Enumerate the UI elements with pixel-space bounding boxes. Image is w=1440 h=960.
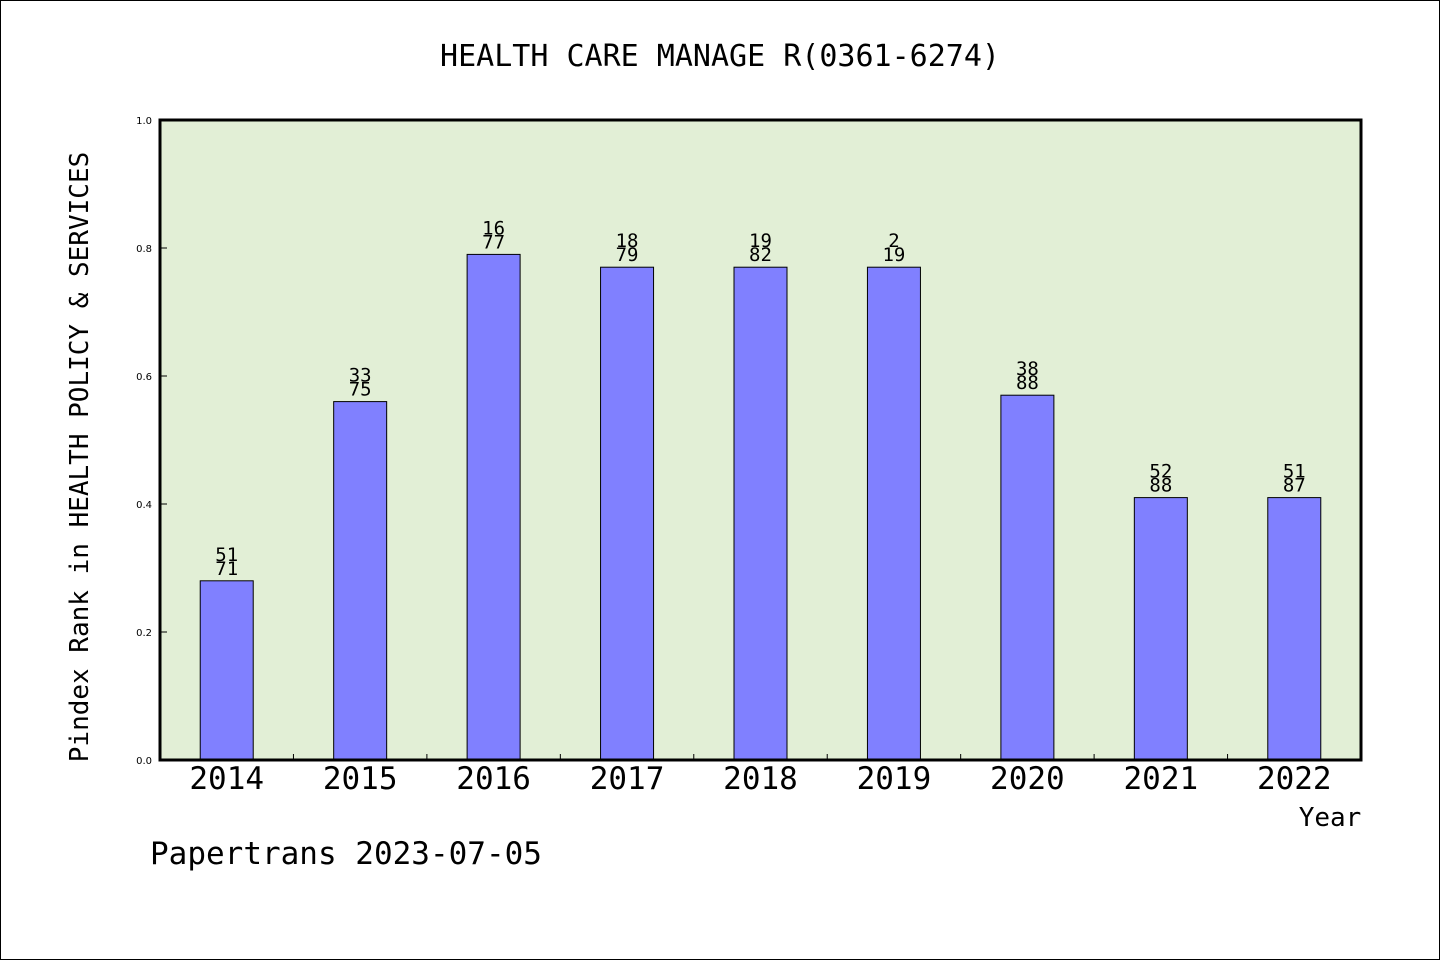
bar-label-bottom: 82 [749, 244, 772, 266]
bar-label-top: 38 [1016, 358, 1039, 380]
bar-label-bottom: 87 [1283, 475, 1306, 497]
bar-label-top: 52 [1149, 461, 1172, 483]
bar-2022 [1267, 497, 1322, 761]
bar-2021 [1133, 497, 1188, 761]
x-axis-label: Year [1299, 803, 1362, 833]
bar-label-bottom: 71 [215, 558, 238, 580]
bar-2020 [1000, 394, 1055, 761]
bar-2018 [733, 266, 788, 761]
bar-label-top: 16 [482, 217, 505, 239]
bar-label-bottom: 88 [1016, 372, 1039, 394]
bar-label-bottom: 88 [1149, 475, 1172, 497]
bar-2019 [866, 266, 921, 761]
bar-2015 [333, 401, 388, 761]
bar-label-top: 2 [888, 230, 899, 252]
plot-border [158, 118, 1363, 762]
bar-2016 [466, 253, 521, 761]
bar-label-bottom: 75 [349, 379, 372, 401]
y-tick-label: 0.6 [136, 372, 152, 383]
bar-label-top: 51 [1283, 461, 1306, 483]
bar-label-bottom: 79 [616, 244, 639, 266]
x-tick-label: 2021 [1124, 761, 1199, 797]
bar-label-bottom: 77 [482, 231, 505, 253]
x-tick-label: 2016 [456, 761, 531, 797]
y-tick-label: 0.2 [136, 628, 152, 639]
bar-label-top: 18 [616, 230, 639, 252]
x-axis: 2014 2015 2016 2017 2018 2019 2020 2021 2022 [189, 754, 1332, 797]
x-tick-label: 2017 [590, 761, 665, 797]
x-tick-label: 2019 [857, 761, 932, 797]
x-tick-label: 2022 [1257, 761, 1332, 797]
bar-label-top: 19 [749, 230, 772, 252]
x-tick-label: 2015 [323, 761, 398, 797]
y-tick-label: 0.0 [136, 756, 152, 767]
bar-label-top: 51 [215, 544, 238, 566]
x-tick-label: 2014 [189, 761, 264, 797]
x-tick-label: 2018 [723, 761, 798, 797]
chart-title: HEALTH CARE MANAGE R(0361-6274) [440, 39, 1000, 74]
y-tick-label: 0.8 [136, 244, 152, 255]
bar-label-bottom: 19 [882, 244, 905, 266]
bar-2014 [199, 580, 254, 761]
y-axis-label: Pindex Rank in HEALTH POLICY & SERVICES [65, 152, 95, 762]
y-tick-label: 0.4 [136, 500, 152, 511]
bar-2017 [600, 266, 655, 761]
footer-text: Papertrans 2023-07-05 [150, 836, 542, 872]
x-tick-label: 2020 [990, 761, 1065, 797]
y-tick-label: 1.0 [136, 116, 152, 127]
bar-label-top: 33 [349, 365, 372, 387]
